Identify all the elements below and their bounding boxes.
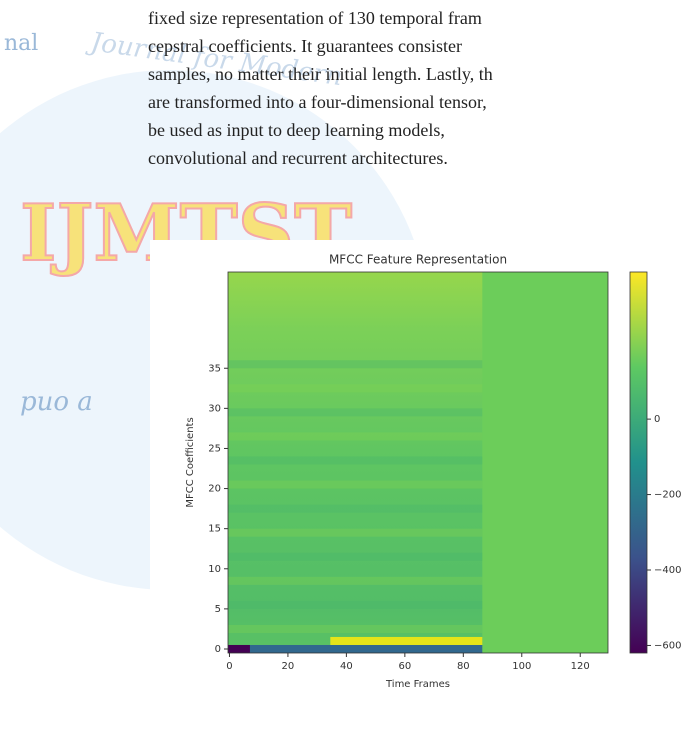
y-tick-label: 25 <box>208 443 221 454</box>
page: {"document": { "watermark": {"mark": "IJ… <box>0 0 698 751</box>
colorbar-tick-label: 0 <box>654 414 660 425</box>
y-axis-label: MFCC Coefficients <box>185 417 196 507</box>
colorbar-tick-label: −200 <box>654 490 681 501</box>
y-tick-label: 15 <box>208 524 221 535</box>
y-tick-label: 30 <box>208 403 221 414</box>
heatmap-stripe <box>228 625 482 633</box>
y-tick-label: 35 <box>208 363 221 374</box>
heatmap-row <box>228 645 250 653</box>
watermark-text: puo a <box>20 387 93 417</box>
heatmap-stripe <box>228 505 482 513</box>
text-line: be used as input to deep learning models… <box>148 120 445 141</box>
y-tick-label: 20 <box>208 484 221 495</box>
x-tick-label: 100 <box>512 661 531 672</box>
x-tick-label: 120 <box>571 661 590 672</box>
heatmap-stripe <box>228 481 482 489</box>
x-tick-label: 80 <box>457 661 470 672</box>
colorbar-tick-label: −600 <box>654 640 681 651</box>
colorbar <box>630 272 647 653</box>
text-line: are transformed into a four-dimensional … <box>148 92 487 113</box>
x-axis-label: Time Frames <box>385 679 450 690</box>
figure: MFCC Feature Representation Time Frames MF… <box>150 240 698 751</box>
heatmap-stripe <box>228 384 482 392</box>
heatmap-stripe <box>228 360 482 368</box>
colorbar-tick-label: −400 <box>654 565 681 576</box>
text-line: cepstral coefficients. It guarantees con… <box>148 36 462 57</box>
chart-title: MFCC Feature Representation <box>329 253 507 267</box>
heatmap-stripe <box>228 529 482 537</box>
x-tick-label: 60 <box>398 661 411 672</box>
text-line: samples, no matter their initial length.… <box>148 64 493 85</box>
x-tick-label: 40 <box>340 661 353 672</box>
y-tick-label: 0 <box>215 644 221 655</box>
heatmap-stripe <box>228 553 482 561</box>
heatmap-stripe <box>228 456 482 464</box>
heatmap-row <box>228 645 482 653</box>
heatmap-stripe <box>228 432 482 440</box>
heatmap-stripe <box>228 577 482 585</box>
x-tick-label: 20 <box>282 661 295 672</box>
y-tick-label: 10 <box>208 564 221 575</box>
heatmap-row <box>330 637 482 645</box>
heatmap-stripe <box>228 601 482 609</box>
x-tick-label: 0 <box>226 661 232 672</box>
heatmap-stripe <box>228 408 482 416</box>
y-tick-label: 5 <box>215 604 221 615</box>
watermark-text: nal <box>4 31 38 56</box>
text-line: convolutional and recurrent architecture… <box>148 148 448 169</box>
text-line: fixed size representation of 130 tempora… <box>148 8 482 29</box>
